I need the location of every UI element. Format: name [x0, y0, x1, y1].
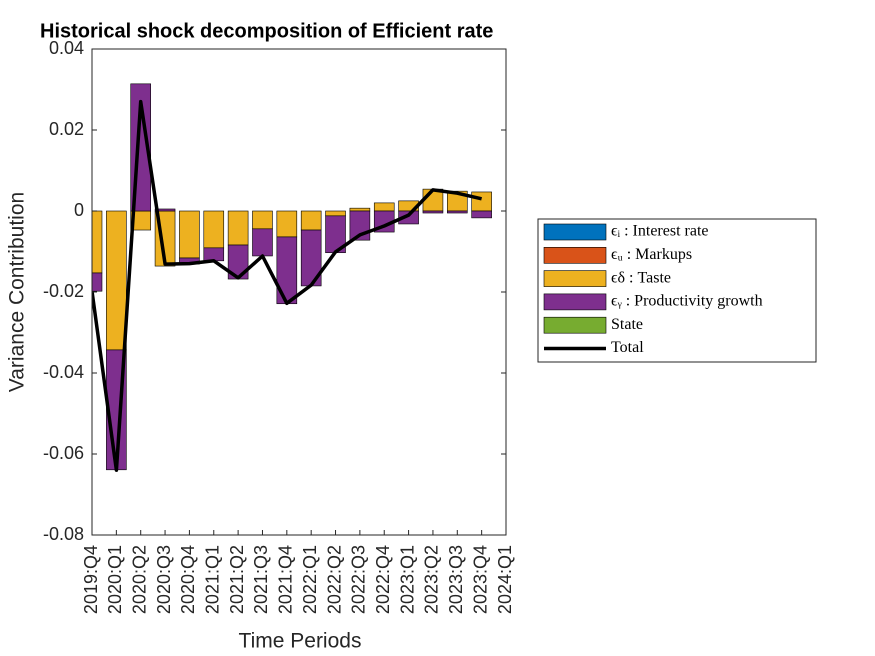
legend-swatch — [543, 316, 607, 334]
legend-swatch — [543, 223, 607, 241]
x-tick-label: 2022:Q2 — [324, 545, 344, 614]
bar — [203, 247, 225, 262]
bar — [422, 210, 444, 214]
legend-swatch — [543, 247, 607, 264]
bar — [252, 210, 273, 230]
x-tick-label: 2023:Q4 — [470, 545, 490, 614]
bar — [471, 210, 492, 219]
x-tick-label: 2023:Q2 — [422, 545, 442, 614]
bar — [276, 210, 298, 238]
total-line — [92, 99, 482, 472]
legend-label: Total — [611, 339, 644, 356]
y-axis-label: Variance Contribution — [6, 192, 29, 392]
legend-label: ϵᵧ : Productivity growth — [611, 293, 763, 310]
marks — [92, 83, 492, 472]
x-tick-label: 2021:Q4 — [276, 545, 296, 614]
legend-label: ϵᵤ : Markups — [611, 246, 692, 263]
x-tick-label: 2023:Q1 — [397, 545, 417, 614]
bar — [300, 210, 322, 231]
y-tick-label: -0.06 — [43, 443, 84, 463]
chart-title: Historical shock decomposition of Effici… — [40, 20, 493, 42]
bar — [471, 191, 492, 212]
x-tick-label: 2021:Q1 — [203, 545, 223, 614]
bar — [179, 210, 200, 259]
bar — [349, 207, 371, 212]
x-tick-label: 2020:Q2 — [129, 545, 149, 614]
bar — [106, 210, 127, 351]
bar — [447, 210, 468, 214]
legend-label: ϵδ : Taste — [611, 269, 671, 286]
x-tick-label: 2020:Q3 — [154, 545, 174, 614]
x-tick-label: 2024:Q1 — [495, 545, 515, 614]
x-tick-label: 2022:Q4 — [373, 545, 393, 614]
legend-box — [537, 218, 817, 363]
bar — [203, 210, 225, 249]
bar — [325, 210, 346, 217]
y-tick-label: -0.04 — [43, 362, 84, 382]
bar — [373, 202, 395, 212]
bar — [252, 228, 273, 257]
x-tick-label: 2021:Q3 — [251, 545, 271, 614]
y-tick-label: -0.08 — [43, 524, 84, 544]
y-tick-label: 0 — [74, 200, 84, 220]
plot-area — [92, 49, 506, 535]
x-tick-label: 2022:Q1 — [300, 545, 320, 614]
x-tick-label: 2019:Q4 — [81, 545, 101, 614]
bar — [276, 236, 298, 305]
legend-swatch — [543, 293, 607, 311]
y-tick-label: 0.02 — [49, 119, 84, 139]
bar — [227, 210, 249, 246]
legend-label: State — [611, 316, 643, 333]
y-tick-label: -0.02 — [43, 281, 84, 301]
legend-swatch — [543, 270, 607, 287]
bar — [398, 210, 419, 225]
legend-label: ϵᵢ : Interest rate — [611, 223, 709, 240]
x-tick-label: 2020:Q4 — [178, 545, 198, 614]
x-tick-label: 2022:Q3 — [349, 545, 369, 614]
y-tick-label: 0.04 — [49, 38, 84, 58]
x-tick-label: 2021:Q2 — [227, 545, 247, 614]
x-tick-label: 2020:Q1 — [105, 545, 125, 614]
bar — [154, 208, 176, 212]
x-tick-label: 2023:Q3 — [446, 545, 466, 614]
x-axis-label: Time Periods — [239, 630, 362, 653]
